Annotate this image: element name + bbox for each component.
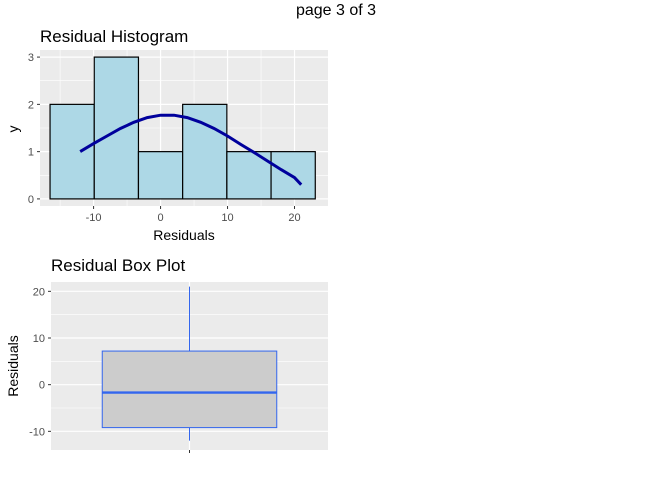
box-iqr bbox=[101, 350, 278, 429]
boxplot-y-axis-title: Residuals bbox=[5, 335, 21, 396]
boxplot-chart: Residual Box Plot -10 0 10 20 Residuals bbox=[5, 256, 328, 453]
histogram-y-ticks: 0 1 2 3 bbox=[28, 52, 40, 206]
y-tick-label: 3 bbox=[28, 52, 34, 64]
boxplot-title: Residual Box Plot bbox=[51, 256, 185, 275]
y-tick-label: 10 bbox=[33, 333, 45, 345]
histogram-bar bbox=[137, 151, 184, 200]
histogram-title: Residual Histogram bbox=[40, 27, 188, 46]
histogram-bars bbox=[49, 56, 316, 200]
page-label: page 3 of 3 bbox=[295, 2, 377, 19]
histogram-x-ticks: -10 0 10 20 bbox=[86, 206, 301, 224]
x-tick-label: 10 bbox=[221, 212, 233, 224]
histogram-chart: Residual Histogram -10 0 10 20 0 1 2 3 Residua… bbox=[5, 27, 328, 243]
y-tick-label: 0 bbox=[39, 380, 45, 392]
y-tick-label: 0 bbox=[28, 194, 34, 206]
boxplot-y-ticks: -10 0 10 20 bbox=[29, 286, 190, 453]
x-tick-label: 0 bbox=[157, 212, 163, 224]
histogram-bar bbox=[93, 56, 140, 200]
histogram-bar bbox=[49, 103, 95, 200]
y-tick-label: 2 bbox=[28, 99, 34, 111]
x-tick-label: -10 bbox=[86, 212, 102, 224]
y-tick-label: -10 bbox=[29, 426, 45, 438]
histogram-x-axis-title: Residuals bbox=[153, 227, 214, 243]
boxplot-box bbox=[101, 286, 278, 441]
histogram-y-axis-title: y bbox=[5, 126, 21, 133]
x-tick-label: 20 bbox=[288, 212, 300, 224]
y-tick-label: 20 bbox=[33, 286, 45, 298]
y-tick-label: 1 bbox=[28, 147, 34, 159]
density-curve bbox=[79, 113, 303, 186]
